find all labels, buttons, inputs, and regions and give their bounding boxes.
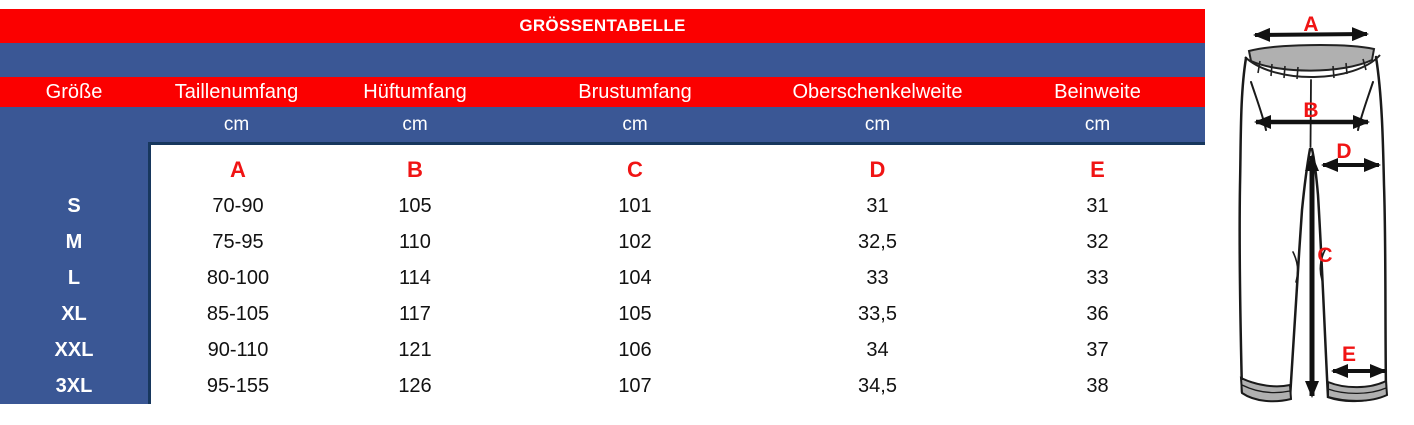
value-cell: 33,5 bbox=[858, 302, 897, 325]
diagram-label-c: C bbox=[1317, 244, 1332, 267]
value-cell: 117 bbox=[399, 302, 431, 325]
letter-cell-d: D bbox=[869, 156, 886, 182]
value-cell: 33 bbox=[1086, 266, 1109, 289]
header-cell-oberschenkelweite: Oberschenkelweite bbox=[792, 80, 963, 103]
unit-cell: cm bbox=[864, 113, 891, 135]
waistband-shape bbox=[1247, 44, 1376, 72]
size-label: XL bbox=[61, 302, 87, 325]
value-cell: 32,5 bbox=[858, 230, 897, 253]
value-cell: 31 bbox=[866, 194, 889, 217]
unit-cell-empty bbox=[0, 107, 148, 142]
value-cell: 34 bbox=[866, 338, 889, 361]
value-cell: 126 bbox=[398, 374, 432, 397]
value-cell: 37 bbox=[1086, 338, 1109, 361]
value-cell: 106 bbox=[618, 338, 652, 361]
size-label: L bbox=[67, 266, 81, 289]
diagram-label-a: A bbox=[1303, 13, 1318, 36]
value-cell: 107 bbox=[618, 374, 652, 397]
unit-cell: cm bbox=[622, 113, 648, 135]
blue-divider-bar bbox=[0, 43, 1205, 77]
diagram-label-d: D bbox=[1336, 140, 1351, 163]
waist-seam-line bbox=[1244, 54, 1381, 78]
unit-cell: cm bbox=[402, 113, 428, 135]
unit-row: cm cm cm cm cm bbox=[0, 107, 1205, 142]
value-cell: 95-155 bbox=[206, 374, 270, 397]
letter-cell-a: A bbox=[230, 156, 246, 182]
value-cell: 105 bbox=[618, 302, 652, 325]
value-cell: 32 bbox=[1086, 230, 1109, 253]
title-bar: GRÖSSENTABELLE bbox=[0, 9, 1205, 43]
arrow-a bbox=[1253, 27, 1369, 42]
waistband-gather-ticks bbox=[1257, 58, 1367, 80]
pants-diagram: A B C D E bbox=[1238, 13, 1389, 403]
letter-cell-c: C bbox=[627, 156, 643, 182]
value-cell: 33 bbox=[866, 266, 889, 289]
value-cell: 36 bbox=[1086, 302, 1109, 325]
value-cell: 34,5 bbox=[858, 374, 897, 397]
letter-cell-e: E bbox=[1090, 156, 1105, 182]
measurement-arrows bbox=[1253, 27, 1387, 398]
diagram-label-e: E bbox=[1342, 343, 1356, 366]
values-grid: A B C D E 70-90 105 101 31 31 75-95 110 … bbox=[148, 142, 1205, 404]
table-body: S M L XL XXL 3XL A B C D E 70-90 105 101… bbox=[0, 142, 1205, 404]
value-cell: 80-100 bbox=[206, 266, 270, 289]
value-cell: 31 bbox=[1086, 194, 1109, 217]
unit-cell: cm bbox=[1084, 113, 1111, 135]
value-cell: 110 bbox=[399, 230, 431, 253]
header-cell-taillenumfang: Taillenumfang bbox=[174, 80, 299, 103]
size-label: S bbox=[67, 194, 81, 217]
value-cell: 38 bbox=[1086, 374, 1109, 397]
table-header-row: Größe Taillenumfang Hüftumfang Brustumfa… bbox=[0, 77, 1205, 107]
value-cell: 105 bbox=[398, 194, 432, 217]
size-label: 3XL bbox=[55, 374, 93, 397]
header-cell-groesse: Größe bbox=[45, 80, 103, 103]
value-cell: 70-90 bbox=[212, 194, 264, 217]
diagram-label-b: B bbox=[1303, 99, 1318, 122]
hem-cuffs bbox=[1239, 376, 1389, 403]
header-cell-beinweite: Beinweite bbox=[1054, 80, 1141, 103]
header-cell-brustumfang: Brustumfang bbox=[578, 80, 692, 103]
letter-cell-b: B bbox=[407, 156, 423, 182]
unit-cell: cm bbox=[223, 113, 250, 135]
header-cell-hueftumfang: Hüftumfang bbox=[363, 80, 467, 103]
size-label: M bbox=[65, 230, 83, 253]
size-label: XXL bbox=[54, 338, 94, 361]
value-cell: 85-105 bbox=[206, 302, 270, 325]
page-title: GRÖSSENTABELLE bbox=[519, 16, 686, 35]
size-column-spacer bbox=[0, 142, 148, 188]
value-cell: 75-95 bbox=[212, 230, 264, 253]
size-column: S M L XL XXL 3XL bbox=[0, 142, 148, 404]
value-cell: 90-110 bbox=[207, 338, 269, 361]
value-cell: 104 bbox=[618, 266, 652, 289]
value-cell: 114 bbox=[399, 266, 431, 289]
value-cell: 121 bbox=[398, 338, 432, 361]
value-cell: 101 bbox=[618, 194, 652, 217]
value-cell: 102 bbox=[618, 230, 652, 253]
